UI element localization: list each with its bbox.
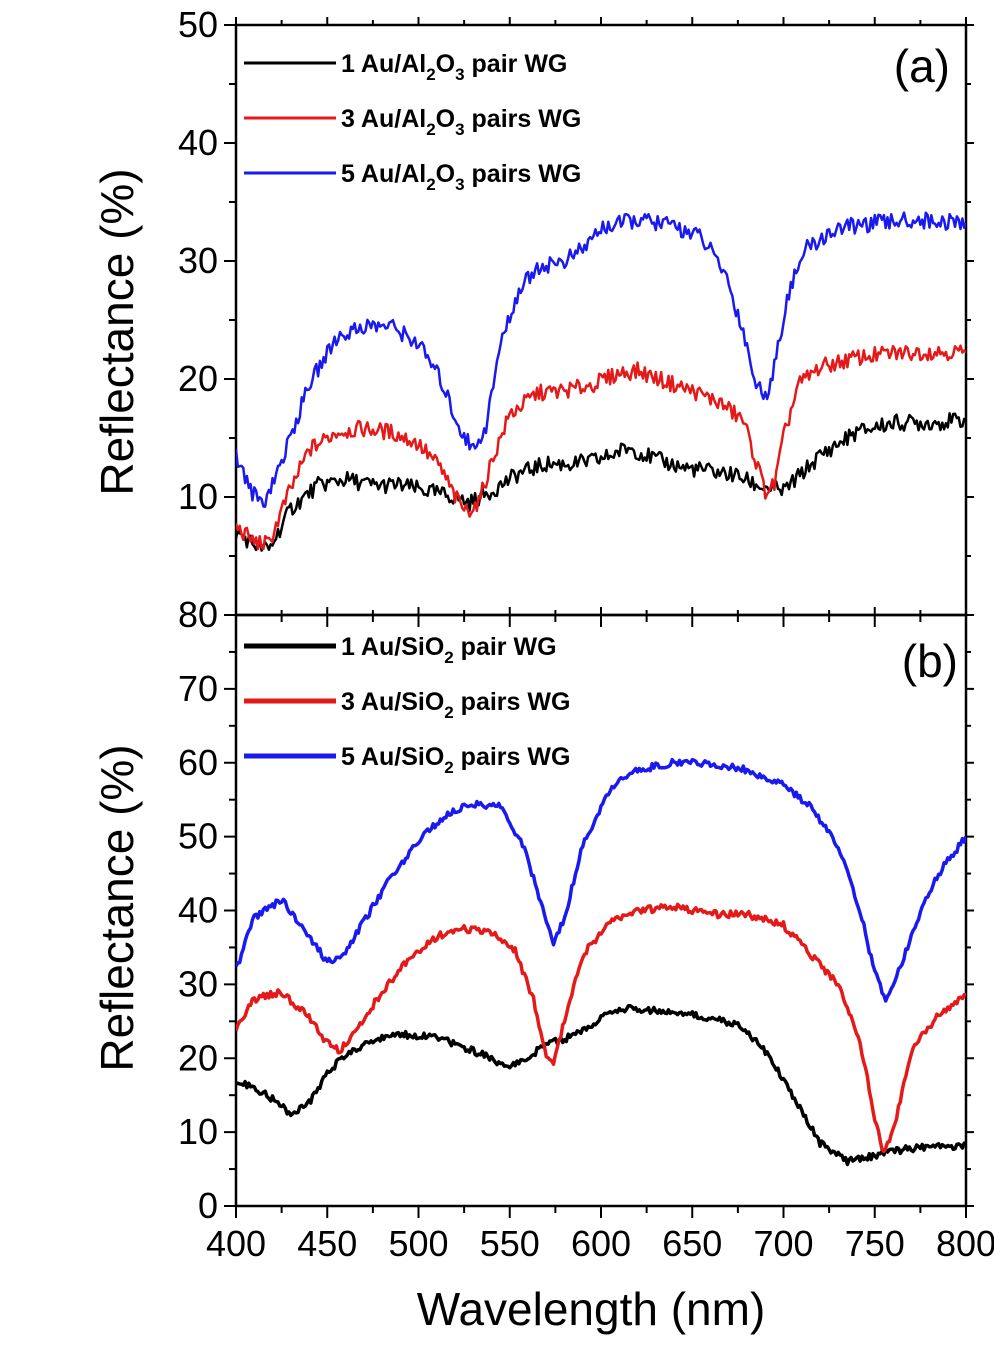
panel-b: 0 10 20 30 40 50 60 70 80 400 450 500 550 600 650 700 75…	[91, 594, 994, 1335]
y-tick-label: 20	[178, 1037, 218, 1078]
legend-text-part: O	[436, 50, 455, 78]
y-tick-label: 40	[178, 122, 218, 163]
legend-text-part: pairs WG	[454, 688, 571, 716]
legend-text-part: 1 Au/SiO	[341, 633, 444, 661]
legend-subscript: 2	[426, 175, 435, 194]
x-tick-label: 800	[936, 1223, 994, 1264]
series-line-3	[236, 757, 966, 1003]
y-tick-label: 60	[178, 742, 218, 783]
legend-entry: 5 Au/SiO2 pairs WG	[341, 743, 570, 777]
y-tick-label: 30	[178, 240, 218, 281]
y-tick-label: 70	[178, 668, 218, 709]
x-tick-label: 700	[753, 1223, 813, 1264]
legend-entry: 5 Au/Al2O3 pairs WG	[341, 160, 581, 194]
legend-text-part: 5 Au/Al	[341, 160, 426, 188]
series-line-3	[236, 211, 966, 508]
legend-text-part: pair WG	[465, 50, 568, 78]
series-group	[236, 211, 966, 552]
y-tick-label: 50	[178, 816, 218, 857]
legend-entry: 3 Au/Al2O3 pairs WG	[341, 105, 581, 139]
legend-entry: 1 Au/Al2O3 pair WG	[341, 50, 567, 84]
legend-subscript: 2	[426, 65, 435, 84]
legend-text-part: 3 Au/Al	[341, 105, 426, 133]
panel-label: (a)	[894, 40, 950, 92]
series-line-1	[236, 412, 966, 552]
y-tick-label: 80	[178, 594, 218, 635]
x-axis-title: Wavelength (nm)	[417, 1283, 766, 1335]
y-tick-label: 50	[178, 4, 218, 45]
x-tick-label: 550	[480, 1223, 540, 1264]
legend-subscript: 3	[455, 65, 464, 84]
x-tick-label: 450	[297, 1223, 357, 1264]
x-tick-label: 600	[571, 1223, 631, 1264]
series-line-1	[236, 1003, 966, 1167]
x-tick-label: 750	[845, 1223, 905, 1264]
legend-subscript: 3	[455, 120, 464, 139]
legend-subscript: 2	[444, 648, 453, 667]
legend-subscript: 2	[444, 703, 453, 722]
y-tick-label: 10	[178, 1111, 218, 1152]
series-group	[236, 757, 966, 1167]
x-tick-label: 500	[388, 1223, 448, 1264]
y-tick-label: 0	[198, 1185, 218, 1226]
y-axis-title: Reflectance (%)	[91, 744, 143, 1071]
x-tick-label: 650	[662, 1223, 722, 1264]
legend-text-part: O	[436, 105, 455, 133]
y-tick-label: 40	[178, 890, 218, 931]
legend-entry: 1 Au/SiO2 pair WG	[341, 633, 557, 667]
legend-text-part: pair WG	[454, 633, 557, 661]
series-line-2	[236, 902, 966, 1154]
legend-text-part: 3 Au/SiO	[341, 688, 444, 716]
legend-text-part: pairs WG	[454, 743, 571, 771]
legend-text-part: 5 Au/SiO	[341, 743, 444, 771]
legend-text-part: pairs WG	[465, 105, 582, 133]
panel-label: (b)	[902, 635, 958, 687]
legend-entry: 3 Au/SiO2 pairs WG	[341, 688, 570, 722]
y-tick-label: 30	[178, 963, 218, 1004]
y-tick-label: 20	[178, 358, 218, 399]
x-tick-label: 400	[206, 1223, 266, 1264]
legend-subscript: 2	[426, 120, 435, 139]
legend-text-part: 1 Au/Al	[341, 50, 426, 78]
series-line-2	[236, 344, 966, 551]
y-axis-title: Reflectance (%)	[91, 168, 143, 495]
legend-text-part: pairs WG	[465, 160, 582, 188]
legend-subscript: 2	[444, 758, 453, 777]
legend-subscript: 3	[455, 175, 464, 194]
y-tick-label: 10	[178, 476, 218, 517]
legend-text-part: O	[436, 160, 455, 188]
